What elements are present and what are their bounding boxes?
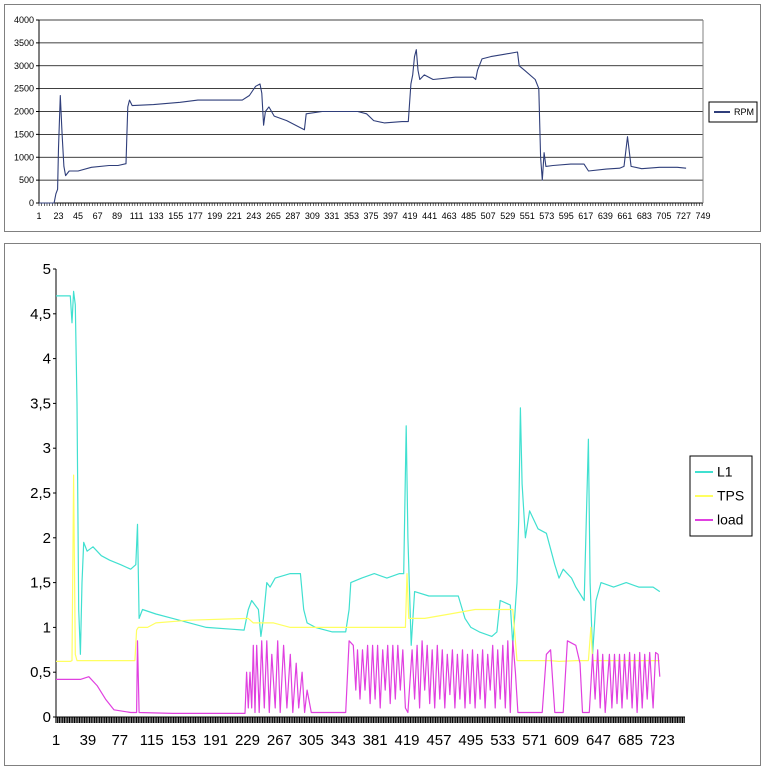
y-tick-label: 4,5 bbox=[30, 306, 51, 323]
x-tick-label: 343 bbox=[331, 732, 356, 749]
x-tick-label: 595 bbox=[559, 211, 574, 221]
y-tick-label: 3 bbox=[43, 440, 51, 457]
x-tick-label: 463 bbox=[442, 211, 457, 221]
x-tick-label: 155 bbox=[168, 211, 183, 221]
sensor-chart-svg: 0 0,5 1 1,5 2 2,5 3 3,5 4 4,5 5 1 39 77 115 153 191 229 26… bbox=[30, 261, 753, 749]
y-tick-label: 500 bbox=[19, 175, 34, 185]
x-tick-label: 287 bbox=[285, 211, 300, 221]
y-tick-label: 1 bbox=[43, 619, 51, 636]
x-tick-label: 495 bbox=[458, 732, 483, 749]
x-tick-label: 381 bbox=[363, 732, 388, 749]
x-tick-label: 419 bbox=[403, 211, 418, 221]
rpm-chart: 0 500 1000 1500 2000 2500 3000 3500 4000 1 23 45 67 8… bbox=[4, 4, 761, 232]
x-tick-label: 617 bbox=[578, 211, 593, 221]
legend-label-tps: TPS bbox=[717, 488, 744, 504]
x-tick-label: 609 bbox=[554, 732, 579, 749]
sensor-chart: 0 0,5 1 1,5 2 2,5 3 3,5 4 4,5 5 1 39 77 115 153 191 229 26… bbox=[4, 243, 761, 766]
x-tick-label: 133 bbox=[149, 211, 164, 221]
y-tick-label: 3500 bbox=[14, 38, 34, 48]
x-tick-label: 1 bbox=[36, 211, 41, 221]
x-tick-label: 1 bbox=[52, 732, 60, 749]
x-tick-label: 23 bbox=[54, 211, 64, 221]
x-tick-label: 243 bbox=[246, 211, 261, 221]
legend-label-rpm: RPM bbox=[734, 107, 754, 117]
y-tick-label: 2,5 bbox=[30, 485, 51, 502]
x-tick-label: 67 bbox=[93, 211, 103, 221]
x-tick-label: 571 bbox=[522, 732, 547, 749]
x-tick-label: 221 bbox=[227, 211, 242, 221]
x-tick-label: 265 bbox=[266, 211, 281, 221]
y-tick-label: 0 bbox=[29, 198, 34, 208]
x-tick-label: 457 bbox=[426, 732, 451, 749]
series-line-load bbox=[56, 640, 661, 714]
x-tick-label: 77 bbox=[111, 732, 128, 749]
x-tick-label: 397 bbox=[383, 211, 398, 221]
y-tick-label: 3000 bbox=[14, 61, 34, 71]
x-tick-label: 153 bbox=[171, 732, 196, 749]
x-tick-label: 551 bbox=[520, 211, 535, 221]
legend-label-load: load bbox=[717, 512, 743, 528]
x-tick-label: 177 bbox=[188, 211, 203, 221]
x-tick-label: 191 bbox=[203, 732, 228, 749]
x-tick-label: 229 bbox=[235, 732, 260, 749]
x-tick-label: 683 bbox=[637, 211, 652, 221]
y-tick-label: 1,5 bbox=[30, 575, 51, 592]
y-tick-label: 4000 bbox=[14, 15, 34, 25]
series-line-tps bbox=[56, 474, 660, 662]
x-tick-label: 39 bbox=[80, 732, 97, 749]
legend-box bbox=[708, 101, 758, 123]
y-tick-label: 0 bbox=[43, 709, 51, 726]
x-tick-label: 647 bbox=[586, 732, 611, 749]
x-tick-label: 45 bbox=[73, 211, 83, 221]
y-tick-label: 1000 bbox=[14, 152, 34, 162]
y-tick-label: 3,5 bbox=[30, 395, 51, 412]
series-line-rpm bbox=[39, 49, 687, 204]
series-line-l1 bbox=[56, 290, 661, 655]
x-tick-label: 111 bbox=[130, 211, 144, 221]
y-tick-label: 0,5 bbox=[30, 664, 51, 681]
x-tick-label: 419 bbox=[395, 732, 420, 749]
x-tick-label: 267 bbox=[267, 732, 292, 749]
x-tick-label: 685 bbox=[618, 732, 643, 749]
y-tick-label: 4 bbox=[43, 351, 51, 368]
legend-label-l1: L1 bbox=[717, 464, 733, 480]
y-tick-label: 5 bbox=[43, 261, 51, 278]
x-tick-label: 331 bbox=[324, 211, 339, 221]
x-tick-label: 89 bbox=[112, 211, 122, 221]
x-tick-label: 705 bbox=[656, 211, 671, 221]
y-tick-label: 2 bbox=[43, 530, 51, 547]
rpm-chart-svg: 0 500 1000 1500 2000 2500 3000 3500 4000 1 23 45 67 8… bbox=[14, 15, 758, 221]
x-tick-label: 441 bbox=[422, 211, 437, 221]
x-tick-label: 533 bbox=[490, 732, 515, 749]
x-tick-label: 723 bbox=[650, 732, 675, 749]
y-tick-label: 1500 bbox=[14, 129, 34, 139]
x-tick-label: 529 bbox=[500, 211, 515, 221]
x-tick-label: 749 bbox=[695, 211, 710, 221]
x-tick-label: 639 bbox=[598, 211, 613, 221]
x-tick-label: 661 bbox=[617, 211, 632, 221]
x-tick-label: 375 bbox=[363, 211, 378, 221]
x-tick-label: 485 bbox=[461, 211, 476, 221]
x-tick-label: 353 bbox=[344, 211, 359, 221]
x-tick-label: 573 bbox=[539, 211, 554, 221]
x-tick-label: 199 bbox=[207, 211, 222, 221]
x-tick-label: 305 bbox=[299, 732, 324, 749]
y-tick-label: 2500 bbox=[14, 84, 34, 94]
y-tick-label: 2000 bbox=[14, 107, 34, 117]
x-tick-label: 309 bbox=[305, 211, 320, 221]
x-tick-label: 115 bbox=[140, 732, 164, 749]
x-tick-label: 727 bbox=[676, 211, 691, 221]
x-tick-label: 507 bbox=[481, 211, 496, 221]
